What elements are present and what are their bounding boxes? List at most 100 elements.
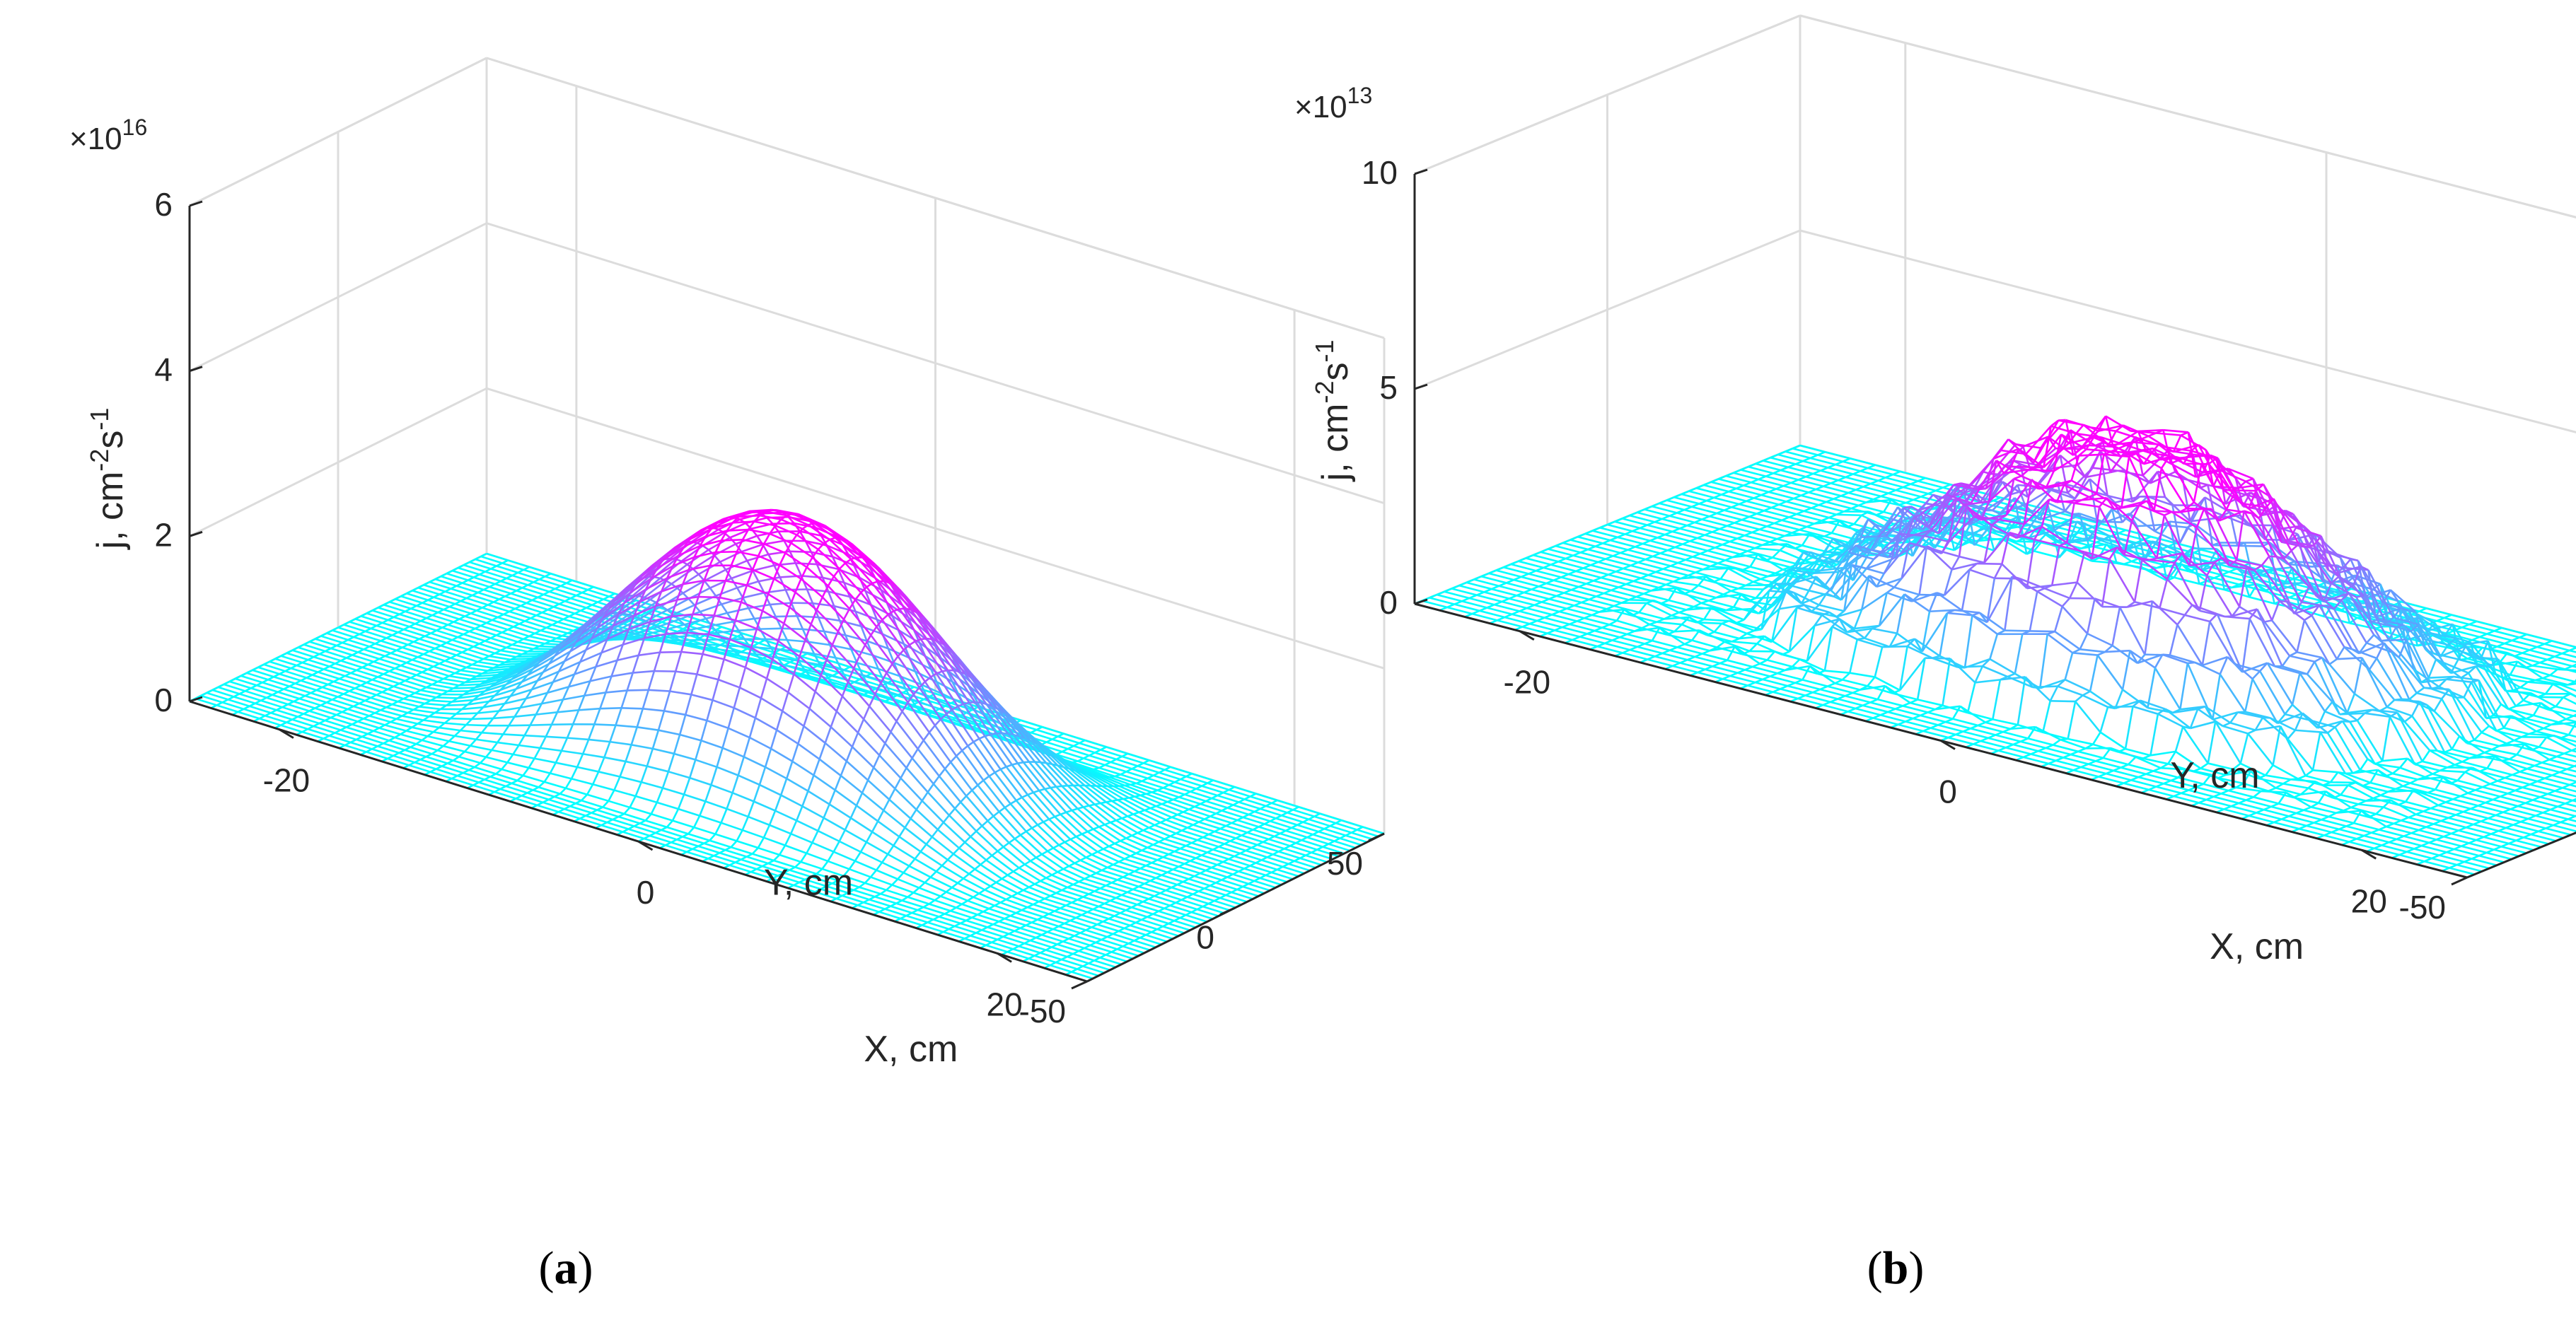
surface-segment [440,575,463,584]
surface-segment [378,658,401,667]
surface-segment [510,689,533,697]
surface-segment [946,853,954,860]
surface-segment [756,868,779,877]
surface-segment [538,596,559,605]
surface-segment [607,614,630,630]
surface-segment [633,601,642,616]
surface-segment [1139,868,1162,876]
surface-segment [634,605,656,617]
surface-segment [429,716,451,720]
surface-segment [741,529,750,540]
surface-segment [559,793,582,802]
surface-segment [364,630,387,639]
surface-segment [762,609,784,624]
surface-segment [412,590,434,598]
surface-segment [1034,761,1057,788]
surface-segment [1215,882,1238,891]
surface-segment [1149,880,1172,889]
surface-segment [442,740,450,747]
surface-segment [856,556,879,583]
surface-segment [473,576,496,585]
surface-segment [691,645,714,650]
surface-segment [801,629,810,643]
surface-segment [263,663,286,672]
surface-segment [494,790,516,800]
surface-segment [824,742,847,762]
surface-segment [330,647,353,656]
surface-segment [353,705,376,714]
surface-segment [1248,882,1270,892]
surface-segment [529,713,537,726]
surface-segment [689,527,712,540]
surface-segment [786,777,809,792]
surface-segment [779,564,802,580]
surface-segment [1174,850,1197,859]
surface-segment [480,555,503,564]
surface-segment [620,634,642,641]
surface-segment [818,616,840,622]
surface-segment [372,609,395,619]
surface-segment [693,826,716,835]
surface-segment [614,789,636,798]
surface-segment [327,683,350,692]
surface-segment [883,810,906,829]
surface-segment [869,869,878,878]
surface-segment [1245,849,1267,858]
surface-segment [800,860,823,870]
surface-segment [895,720,919,749]
surface-segment [461,651,484,660]
surface-segment [323,668,346,677]
surface-segment [713,597,721,616]
surface-segment [1242,885,1265,894]
surface-segment [819,523,842,539]
surface-segment [631,744,654,750]
surface-segment [521,671,544,683]
surface-segment [948,815,972,838]
surface-segment [946,708,953,715]
surface-segment [790,602,799,617]
surface-segment [946,891,968,902]
surface-segment [918,882,926,889]
surface-segment [224,683,246,692]
surface-segment [1191,841,1214,851]
surface-segment [1197,839,1219,848]
surface-segment [1219,897,1242,906]
surface-segment [876,619,883,635]
surface-segment [1092,828,1115,845]
surface-segment [1161,874,1183,883]
surface-segment [684,617,707,626]
surface-segment [753,520,776,527]
surface-segment [297,716,320,725]
surface-segment [715,587,738,597]
surface-segment [733,707,756,719]
surface-segment [1064,841,1087,858]
surface-segment [1237,819,1259,828]
surface-segment [945,887,953,893]
surface-segment [519,698,527,708]
surface-segment [847,667,855,682]
surface-segment [485,756,508,764]
surface-segment [940,713,947,720]
surface-segment [888,692,897,702]
surface-segment [575,626,598,643]
surface-segment [624,588,646,604]
surface-segment [1340,837,1362,846]
surface-segment [304,694,327,704]
x-tick-mark [637,840,654,851]
surface-segment [1117,799,1139,813]
surface-segment [336,713,359,723]
surface-segment [963,701,970,705]
surface-segment [688,759,697,778]
surface-segment [751,555,760,571]
surface-segment [978,889,985,894]
surface-segment [1067,747,1090,757]
surface-segment [473,646,496,655]
surface-segment [640,766,648,783]
surface-segment [985,855,993,861]
surface-segment [1135,921,1158,930]
surface-segment [910,817,933,838]
surface-segment [704,528,712,537]
surface-segment [664,641,686,645]
surface-segment [840,775,863,794]
